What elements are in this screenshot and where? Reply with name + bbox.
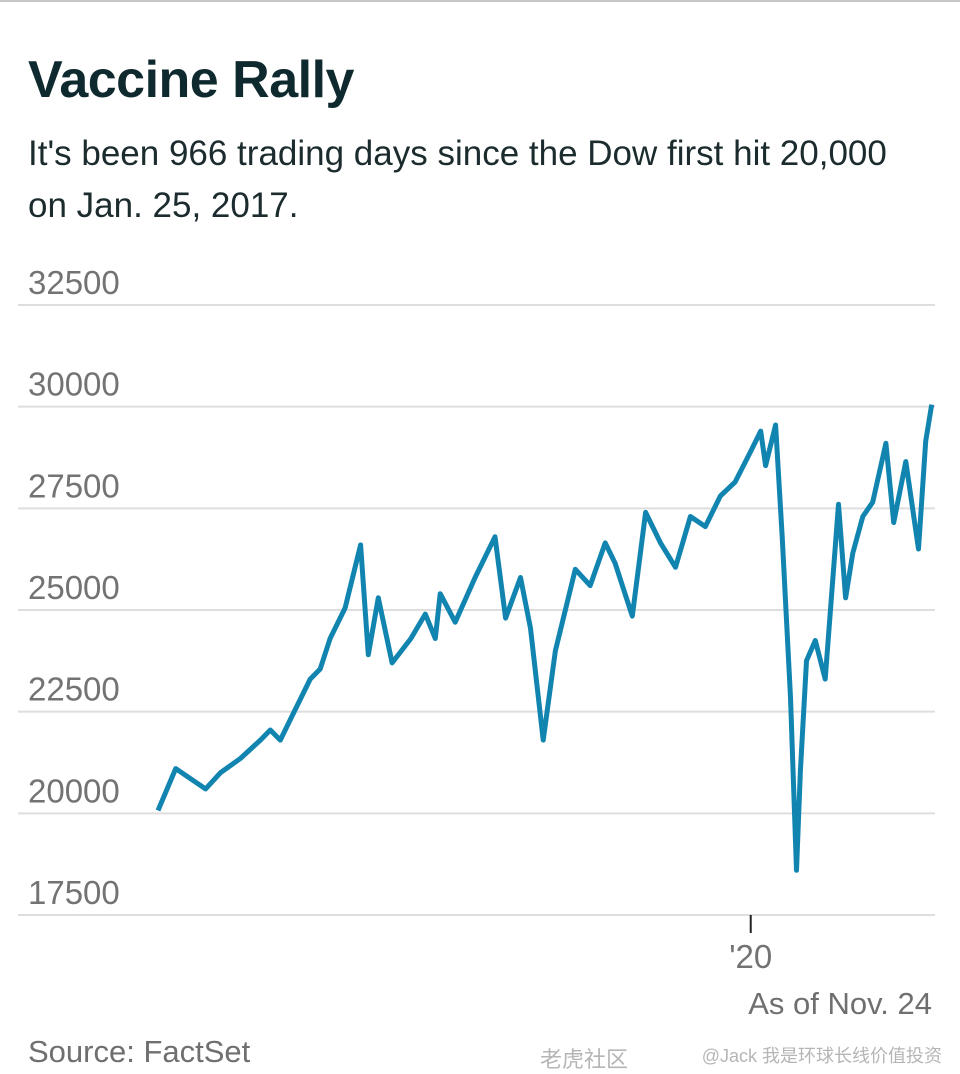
source-note: Source: FactSet <box>28 1034 251 1069</box>
y-tick-label: 27500 <box>28 467 120 504</box>
y-tick-label: 20000 <box>28 772 120 809</box>
x-ticks: '20 <box>729 915 772 975</box>
x-tick-label: '20 <box>729 938 772 975</box>
watermark-logo-text: 老虎社区 <box>540 1047 629 1072</box>
y-tick-label: 17500 <box>28 874 120 911</box>
y-tick-label: 25000 <box>28 569 120 606</box>
y-tick-label: 22500 <box>28 671 120 708</box>
y-tick-label: 30000 <box>28 366 120 403</box>
dow-series-line <box>155 404 935 873</box>
chart-subtitle: It's been 966 trading days since the Dow… <box>28 134 887 225</box>
top-border <box>0 0 960 2</box>
watermark-handle: @Jack 我是环球长线价值投资 <box>701 1046 942 1066</box>
chart-title: Vaccine Rally <box>28 51 354 109</box>
as-of-note: As of Nov. 24 <box>748 986 932 1021</box>
gridlines <box>18 304 935 916</box>
y-tick-label: 32500 <box>28 264 120 301</box>
y-tick-labels: 17500 20000 22500 25000 27500 30000 32500 <box>28 264 120 911</box>
